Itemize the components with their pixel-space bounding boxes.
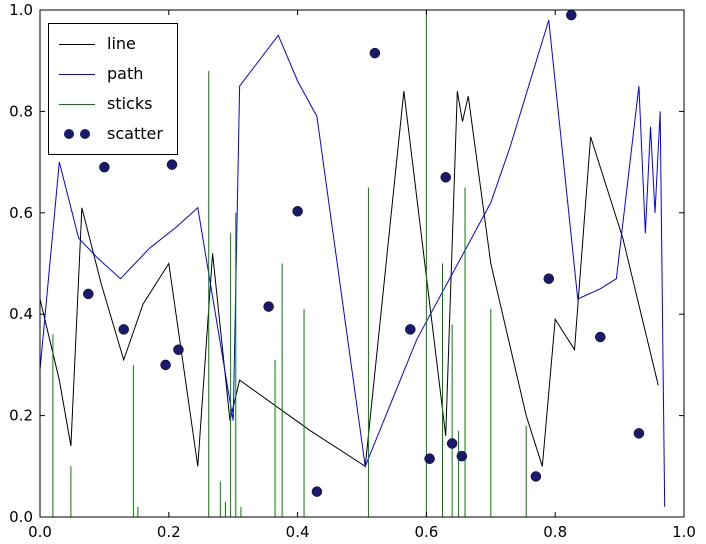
- scatter-point: [166, 159, 178, 170]
- x-tick-label: 0.4: [286, 523, 310, 541]
- sticks-sample-line: [59, 103, 95, 105]
- y-tick-label: 0.0: [9, 508, 33, 526]
- scatter-point: [160, 359, 171, 371]
- scatter-point: [83, 288, 94, 300]
- legend-label-path: path: [107, 64, 144, 83]
- scatter-point: [99, 161, 110, 173]
- scatter-point: [456, 450, 468, 462]
- y-tick-label: 1.0: [9, 1, 33, 19]
- line-legend-sample: [59, 43, 95, 45]
- y-tick-label: 0.8: [9, 102, 33, 120]
- y-tick-label: 0.2: [9, 407, 33, 425]
- legend-label-scatter: scatter: [107, 124, 163, 143]
- legend-item-sticks: sticks: [59, 89, 163, 119]
- line-sample-line: [59, 43, 95, 45]
- legend-item-scatter: scatter: [59, 119, 163, 149]
- scatter-point: [446, 438, 458, 449]
- y-tick-label: 0.6: [9, 204, 33, 222]
- scatter-point: [369, 47, 381, 59]
- scatter-point: [530, 471, 542, 482]
- scatter-point: [311, 486, 323, 497]
- x-tick-label: 0.2: [157, 523, 181, 541]
- legend-item-path: path: [59, 59, 163, 89]
- path-legend-sample: [59, 73, 95, 75]
- scatter-point: [173, 344, 184, 355]
- scatter-point: [440, 172, 451, 183]
- scatter-point: [595, 331, 606, 343]
- scatter-point: [566, 9, 577, 21]
- scatter-sample-dot: [64, 129, 74, 139]
- scatter-point: [424, 453, 435, 464]
- plot-border: [39, 9, 685, 518]
- path-series: [39, 19, 666, 507]
- legend-label-line: line: [107, 34, 136, 53]
- x-tick-label: 0.0: [28, 523, 52, 541]
- path-sample-line: [59, 73, 95, 75]
- y-tick-label: 0.4: [9, 305, 33, 323]
- x-tick-label: 0.8: [543, 523, 567, 541]
- scatter-sample-dot: [80, 129, 90, 139]
- sticks-legend-sample: [59, 103, 95, 105]
- scatter-point: [543, 273, 555, 284]
- legend: line path sticks scatter: [48, 23, 178, 155]
- x-tick-label: 1.0: [672, 523, 696, 541]
- scatter-legend-sample: [59, 129, 95, 139]
- scatter-point: [633, 428, 645, 439]
- scatter-point: [292, 206, 303, 217]
- scatter-point: [118, 324, 129, 335]
- x-tick-label: 0.6: [414, 523, 438, 541]
- legend-item-line: line: [59, 29, 163, 59]
- scatter-point: [263, 301, 274, 312]
- scatter-point: [405, 324, 416, 335]
- legend-label-sticks: sticks: [107, 94, 153, 113]
